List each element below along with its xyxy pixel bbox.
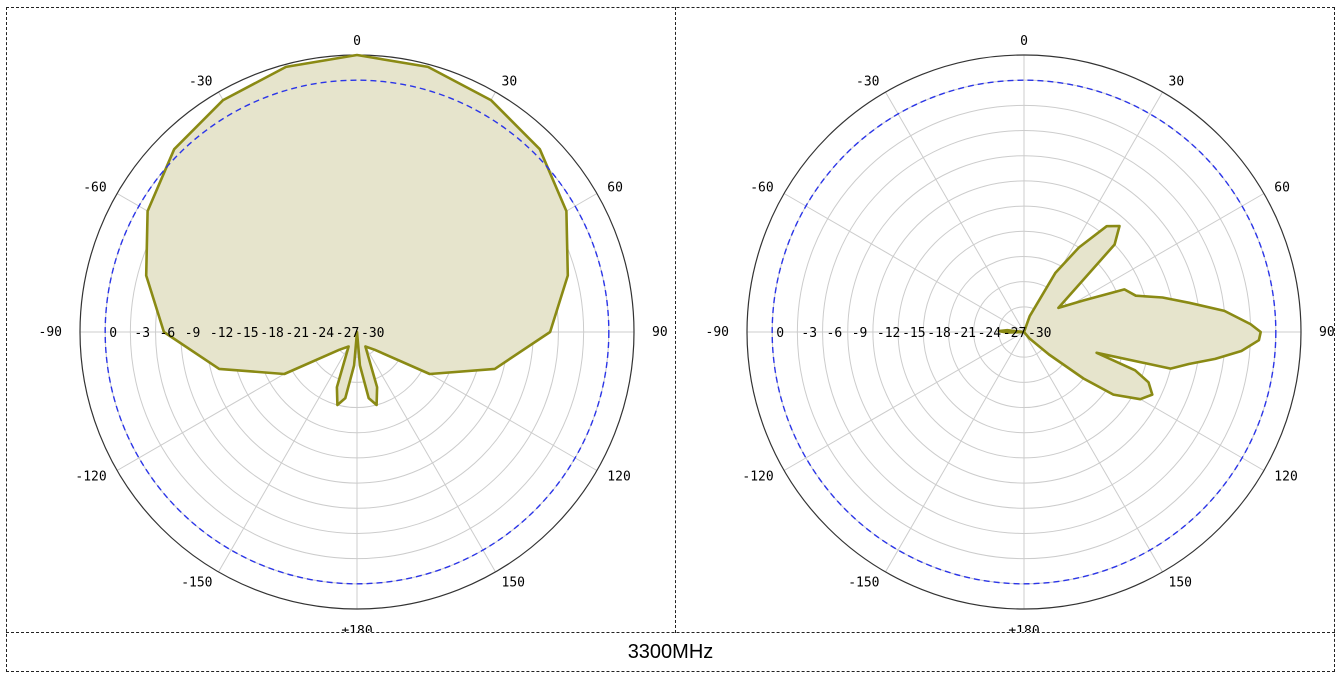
radiation-pattern-plot-left: 0 -3 -6 -9 -12 -15 -18 -21 -24 -27 -30030609012015… — [39, 34, 668, 632]
radial-tick-label: -27 — [1003, 326, 1026, 341]
angle-tick-label: ±180 — [1008, 624, 1039, 632]
angle-tick-label: -90 — [706, 325, 729, 340]
angle-tick-label: -60 — [750, 181, 773, 196]
outer-circle — [746, 54, 1302, 610]
grid-spoke — [356, 331, 496, 573]
radiation-pattern-plot-right: 0 -3 -6 -9 -12 -15 -18 -21 -24 -27 -30030609012015… — [706, 34, 1335, 632]
radial-tick-label: -24 — [978, 326, 1002, 341]
radial-tick-label: -9 — [185, 326, 201, 341]
angle-tick-label: -30 — [189, 75, 212, 90]
radial-tick-label: -30 — [1028, 326, 1051, 341]
radial-tick-label: 0 — [776, 326, 784, 341]
radial-tick-label: -15 — [902, 326, 925, 341]
angle-tick-label: 60 — [1274, 181, 1290, 196]
angle-tick-label: 90 — [1319, 325, 1335, 340]
radial-tick-label: -21 — [286, 326, 309, 341]
pattern-series — [997, 224, 1262, 401]
angle-tick-label: 0 — [1020, 34, 1028, 49]
radial-tick-label: 0 — [109, 326, 117, 341]
angle-tick-label: -120 — [75, 470, 106, 485]
angle-tick-label: -60 — [83, 181, 106, 196]
reference-ring — [104, 79, 610, 585]
radial-tick-label: -3 — [134, 326, 150, 341]
radial-tick-label: -18 — [927, 326, 950, 341]
grid-spoke — [1023, 331, 1163, 573]
angle-tick-label: 150 — [1169, 575, 1192, 590]
angle-tick-label: 30 — [502, 75, 518, 90]
radial-tick-label: -18 — [260, 326, 283, 341]
radial-tick-label: -30 — [361, 326, 384, 341]
radial-tick-label: -3 — [801, 326, 817, 341]
reference-ring — [771, 79, 1277, 585]
angle-tick-label: -120 — [742, 470, 773, 485]
angle-tick-label: -150 — [181, 575, 212, 590]
angle-tick-label: -150 — [848, 575, 879, 590]
grid-spoke — [885, 91, 1025, 333]
column-divider — [675, 7, 676, 633]
row-divider — [6, 632, 1335, 633]
radial-tick-label: -6 — [827, 326, 843, 341]
radial-tick-label: -12 — [877, 326, 900, 341]
grid-spoke — [783, 331, 1025, 471]
radial-tick-label: -27 — [336, 326, 359, 341]
radial-tick-label: -21 — [953, 326, 976, 341]
angle-tick-label: ±180 — [341, 624, 372, 632]
grid-spoke — [885, 331, 1025, 573]
angle-tick-label: 120 — [1274, 470, 1297, 485]
radial-tick-label: -24 — [311, 326, 335, 341]
angle-tick-label: 150 — [502, 575, 525, 590]
grid-spoke — [783, 193, 1025, 333]
angle-tick-label: 120 — [607, 470, 630, 485]
angle-tick-label: -90 — [39, 325, 62, 340]
table-frame — [6, 7, 1335, 672]
angle-tick-label: 30 — [1169, 75, 1185, 90]
angle-tick-label: 90 — [652, 325, 668, 340]
radial-tick-label: -6 — [160, 326, 176, 341]
pattern-series — [144, 53, 570, 407]
radial-tick-label: -12 — [210, 326, 233, 341]
radial-tick-label: -9 — [852, 326, 868, 341]
grid-spoke — [218, 331, 358, 573]
frequency-caption: 3300MHz — [627, 641, 714, 663]
angle-tick-label: -30 — [856, 75, 879, 90]
radial-tick-label: -15 — [235, 326, 258, 341]
angle-tick-label: 60 — [607, 181, 623, 196]
angle-tick-label: 0 — [353, 34, 361, 49]
